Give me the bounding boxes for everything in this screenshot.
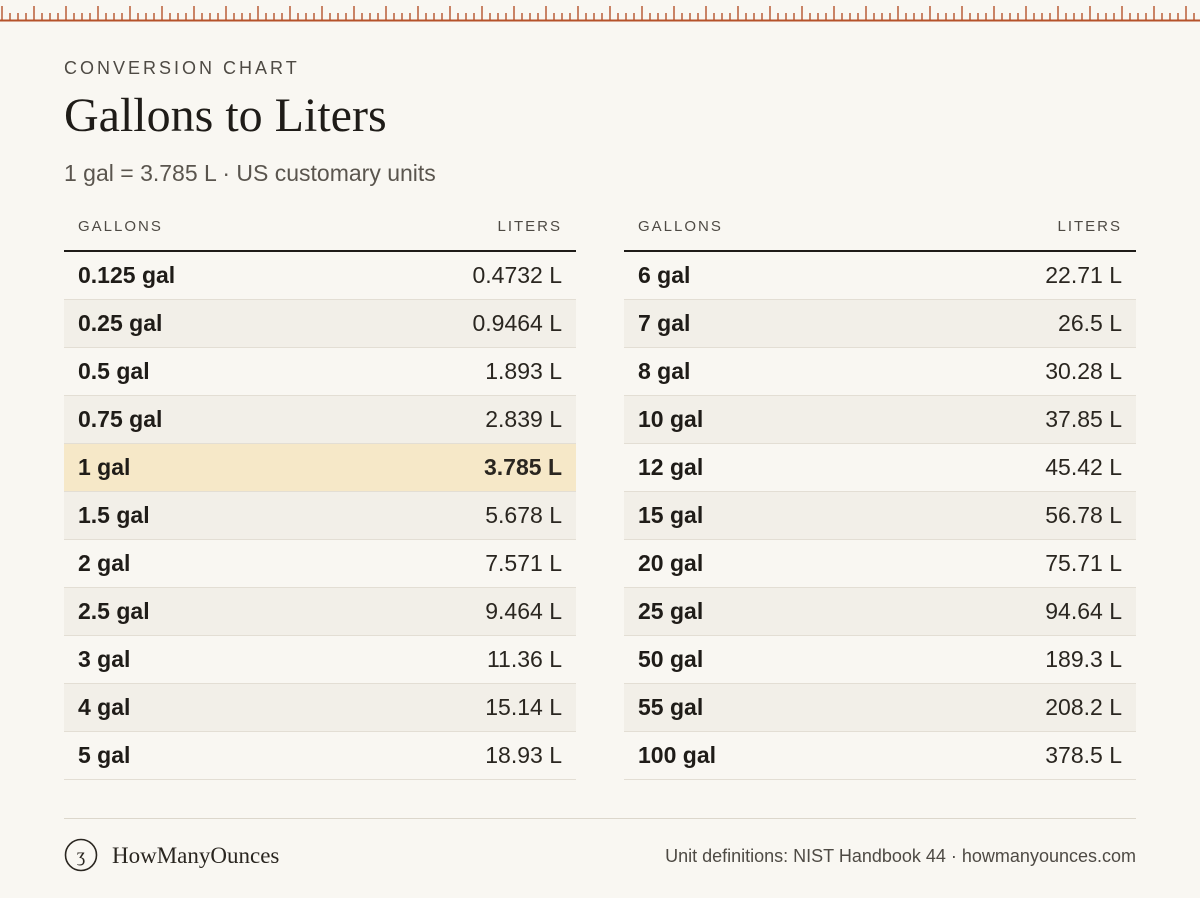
table-row: 3 gal 11.36 L [64, 636, 576, 684]
page-title: Gallons to Liters [64, 89, 387, 142]
liters-value: 30.28 L [1045, 358, 1122, 384]
table-row: 1 gal 3.785 L [64, 444, 576, 492]
liters-value: 15.14 L [485, 694, 562, 720]
conversion-table-right: GALLONS LITERS 6 gal 22.71 L 7 gal 26.5 L 8 … [624, 218, 1136, 780]
table-body: 0.125 gal 0.4732 L 0.25 gal 0.9464 L 0.5 gal… [64, 252, 576, 780]
gallons-value: 5 gal [78, 742, 131, 768]
table-row: 2.5 gal 9.464 L [64, 588, 576, 636]
gallons-value: 15 gal [638, 502, 704, 528]
table-row: 4 gal 15.14 L [64, 684, 576, 732]
eyebrow-label: CONVERSION CHART [64, 58, 300, 78]
liters-value: 22.71 L [1045, 262, 1122, 288]
table-row: 15 gal 56.78 L [624, 492, 1136, 540]
gallons-value: 20 gal [638, 550, 704, 576]
table-row: 50 gal 189.3 L [624, 636, 1136, 684]
gallons-value: 50 gal [638, 646, 704, 672]
liters-value: 3.785 L [484, 454, 562, 480]
liters-value: 189.3 L [1045, 646, 1122, 672]
liters-value: 45.42 L [1045, 454, 1122, 480]
liters-value: 1.893 L [485, 358, 562, 384]
gallons-value: 100 gal [638, 742, 716, 768]
table-row: 25 gal 94.64 L [624, 588, 1136, 636]
liters-value: 378.5 L [1045, 742, 1122, 768]
gallons-value: 12 gal [638, 454, 704, 480]
gallons-value: 55 gal [638, 694, 704, 720]
table-row: 0.5 gal 1.893 L [64, 348, 576, 396]
column-header-liters: LITERS [497, 218, 562, 235]
liters-value: 18.93 L [485, 742, 562, 768]
svg-text:ʒ: ʒ [77, 846, 85, 867]
ring-logo-icon: ʒ [64, 838, 98, 872]
gallons-value: 25 gal [638, 598, 704, 624]
table-row: 10 gal 37.85 L [624, 396, 1136, 444]
gallons-value: 0.5 gal [78, 358, 150, 384]
gallons-value: 7 gal [638, 310, 691, 336]
gallons-value: 8 gal [638, 358, 691, 384]
liters-value: 5.678 L [485, 502, 562, 528]
ruler-border [0, 6, 1200, 22]
table-row: 100 gal 378.5 L [624, 732, 1136, 780]
gallons-value: 4 gal [78, 694, 131, 720]
conversion-table-left: GALLONS LITERS 0.125 gal 0.4732 L 0.25 gal… [64, 218, 576, 780]
gallons-value: 6 gal [638, 262, 691, 288]
table-row: 12 gal 45.42 L [624, 444, 1136, 492]
liters-value: 2.839 L [485, 406, 562, 432]
gallons-value: 0.25 gal [78, 310, 163, 336]
table-row: 20 gal 75.71 L [624, 540, 1136, 588]
column-header-gallons: GALLONS [638, 218, 723, 235]
table-row: 7 gal 26.5 L [624, 300, 1136, 348]
table-row: 1.5 gal 5.678 L [64, 492, 576, 540]
liters-value: 26.5 L [1058, 310, 1122, 336]
liters-value: 7.571 L [485, 550, 562, 576]
column-header-gallons: GALLONS [78, 218, 163, 235]
liters-value: 56.78 L [1045, 502, 1122, 528]
table-header: GALLONS LITERS [64, 218, 576, 252]
footer-divider [64, 818, 1136, 819]
liters-value: 94.64 L [1045, 598, 1122, 624]
liters-value: 0.4732 L [472, 262, 562, 288]
table-row: 2 gal 7.571 L [64, 540, 576, 588]
table-header: GALLONS LITERS [624, 218, 1136, 252]
table-row: 0.75 gal 2.839 L [64, 396, 576, 444]
liters-value: 11.36 L [486, 646, 562, 672]
page-subtitle: 1 gal = 3.785 L · US customary units [64, 160, 436, 186]
table-row: 0.25 gal 0.9464 L [64, 300, 576, 348]
table-row: 5 gal 18.93 L [64, 732, 576, 780]
liters-value: 0.9464 L [472, 310, 562, 336]
liters-value: 9.464 L [485, 598, 562, 624]
column-header-liters: LITERS [1057, 218, 1122, 235]
gallons-value: 1.5 gal [78, 502, 150, 528]
table-row: 0.125 gal 0.4732 L [64, 252, 576, 300]
table-body: 6 gal 22.71 L 7 gal 26.5 L 8 gal 30.28 L 10 ga… [624, 252, 1136, 780]
brand-name: HowManyOunces [112, 843, 280, 868]
gallons-value: 2.5 gal [78, 598, 150, 624]
liters-value: 37.85 L [1045, 406, 1122, 432]
gallons-value: 0.75 gal [78, 406, 163, 432]
table-row: 8 gal 30.28 L [624, 348, 1136, 396]
gallons-value: 1 gal [78, 454, 131, 480]
table-row: 55 gal 208.2 L [624, 684, 1136, 732]
liters-value: 75.71 L [1045, 550, 1122, 576]
gallons-value: 0.125 gal [78, 262, 176, 288]
source-note: Unit definitions: NIST Handbook 44 · how… [665, 846, 1136, 866]
gallons-value: 10 gal [638, 406, 704, 432]
gallons-value: 2 gal [78, 550, 131, 576]
gallons-value: 3 gal [78, 646, 131, 672]
table-row: 6 gal 22.71 L [624, 252, 1136, 300]
liters-value: 208.2 L [1045, 694, 1122, 720]
